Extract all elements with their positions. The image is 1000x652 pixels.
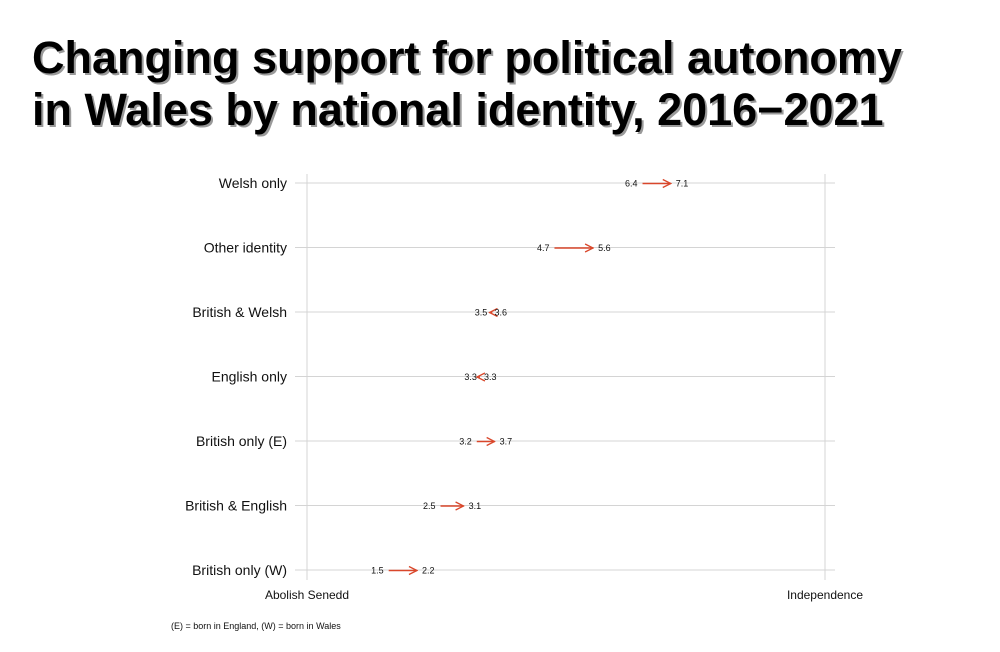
chart-rows: Welsh only 6.4 7.1 Other identity 4.7 5.6 Brit… xyxy=(185,175,835,578)
row-5: British & English 2.5 3.1 xyxy=(185,498,835,514)
category-label: Welsh only xyxy=(219,175,287,191)
end-value-label: 3.7 xyxy=(500,437,513,447)
start-value-label: 3.5 xyxy=(475,308,488,318)
category-label: British only (E) xyxy=(196,433,287,449)
category-label: British & Welsh xyxy=(192,304,287,320)
row-2: British & Welsh 3.5 3.6 xyxy=(192,304,835,320)
category-label: Other identity xyxy=(204,240,287,256)
end-value-label: 7.1 xyxy=(676,179,689,189)
category-label: British & English xyxy=(185,498,287,514)
end-value-label: 2.2 xyxy=(422,566,435,576)
end-value-label: 3.1 xyxy=(469,501,482,511)
category-label: British only (W) xyxy=(192,562,287,578)
start-value-label: 4.7 xyxy=(537,243,550,253)
start-value-label: 3.3 xyxy=(464,372,477,382)
start-value-label: 3.2 xyxy=(459,437,472,447)
footnote: (E) = born in England, (W) = born in Wal… xyxy=(171,621,341,631)
end-value-label: 3.3 xyxy=(484,372,497,382)
row-0: Welsh only 6.4 7.1 xyxy=(219,175,835,191)
end-value-label: 3.6 xyxy=(494,308,507,318)
chart-title-line-2: in Wales by national identity, 2016−2021 xyxy=(32,84,884,135)
chart-title: Changing support for political autonomy … xyxy=(32,32,982,136)
row-4: British only (E) 3.2 3.7 xyxy=(196,433,835,449)
x-axis: Abolish Senedd Independence xyxy=(265,588,863,602)
end-value-label: 5.6 xyxy=(598,243,611,253)
start-value-label: 2.5 xyxy=(423,501,436,511)
x-tick-label-0: Abolish Senedd xyxy=(265,588,349,602)
start-value-label: 1.5 xyxy=(371,566,384,576)
row-6: British only (W) 1.5 2.2 xyxy=(192,562,835,578)
start-value-label: 6.4 xyxy=(625,179,638,189)
category-label: English only xyxy=(212,369,288,385)
chart-title-line-1: Changing support for political autonomy xyxy=(32,32,902,83)
row-3: English only 3.3 3.3 xyxy=(212,369,835,385)
x-tick-label-1: Independence xyxy=(787,588,863,602)
row-1: Other identity 4.7 5.6 xyxy=(204,240,835,256)
